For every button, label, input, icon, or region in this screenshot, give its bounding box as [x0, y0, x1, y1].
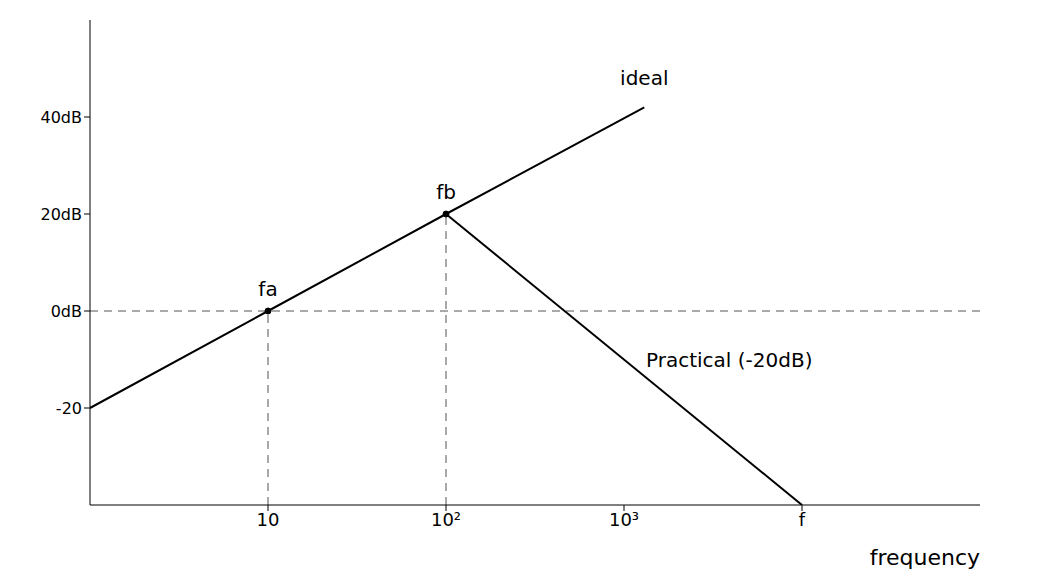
svg-text:-20: -20: [56, 399, 82, 418]
svg-text:10³: 10³: [609, 509, 639, 530]
svg-text:ideal: ideal: [620, 66, 668, 90]
svg-text:10²: 10²: [431, 509, 461, 530]
svg-text:frequency: frequency: [870, 545, 980, 570]
svg-text:40dB: 40dB: [41, 108, 83, 127]
svg-text:10: 10: [257, 509, 280, 530]
svg-text:20dB: 20dB: [41, 205, 83, 224]
svg-text:Practical (-20dB): Practical (-20dB): [646, 348, 812, 372]
svg-text:fa: fa: [258, 277, 277, 301]
svg-text:f: f: [799, 509, 806, 530]
svg-text:fb: fb: [436, 180, 456, 204]
svg-text:0dB: 0dB: [51, 302, 82, 321]
